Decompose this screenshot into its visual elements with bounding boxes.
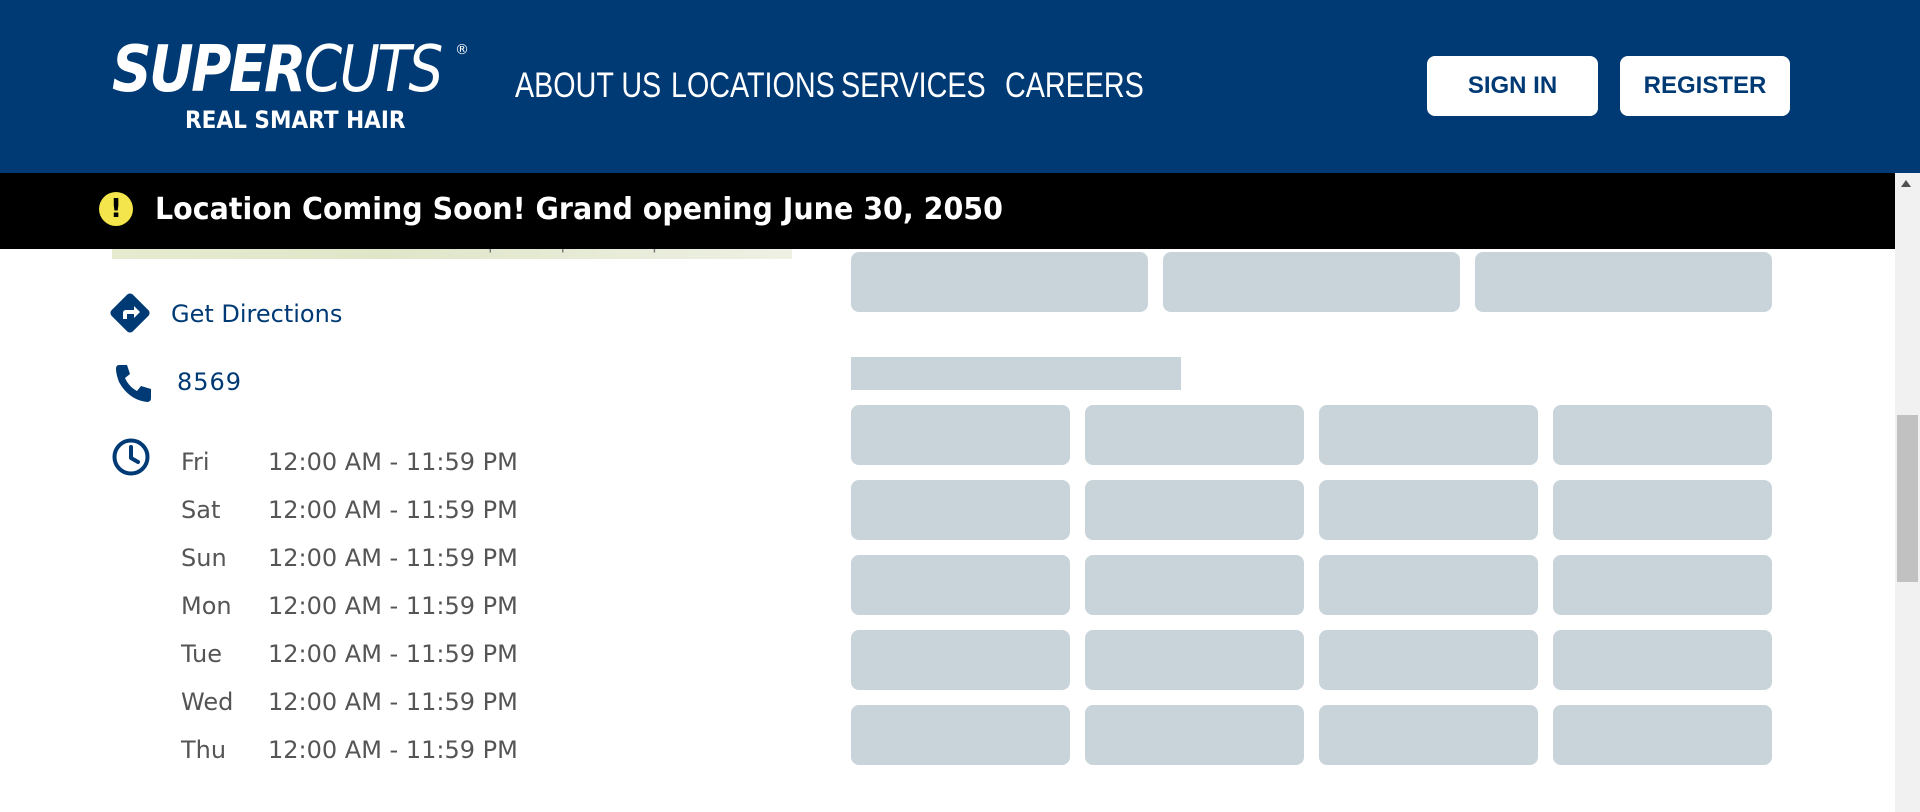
hours-time: 12:00 AM - 11:59 PM [268,640,518,668]
skeleton-placeholder [1163,252,1460,312]
hours-day: Thu [181,736,227,764]
hours-time: 12:00 AM - 11:59 PM [268,496,518,524]
get-directions-link[interactable]: Get Directions [171,300,343,328]
hours-time: 12:00 AM - 11:59 PM [268,448,518,476]
logo-bold-part: SUPER [112,33,306,107]
registered-mark: ® [455,42,469,58]
skeleton-placeholder [1085,555,1304,615]
clock-icon [112,438,150,476]
supercuts-logo[interactable]: SUPERCUTS ® REAL SMART HAIR [112,38,472,138]
skeleton-placeholder [1475,252,1772,312]
exclamation-icon: ! [99,192,133,226]
directions-icon[interactable] [108,291,152,335]
coming-soon-banner: ! Location Coming Soon! Grand opening Ju… [0,173,1895,249]
hours-day: Fri [181,448,210,476]
skeleton-placeholder [1553,705,1772,765]
hours-time: 12:00 AM - 11:59 PM [268,592,518,620]
map-bottom-edge[interactable] [112,249,792,259]
skeleton-placeholder [1553,630,1772,690]
skeleton-placeholder [851,555,1070,615]
register-button[interactable]: REGISTER [1620,56,1790,116]
skeleton-placeholder [851,252,1148,312]
site-header: SUPERCUTS ® REAL SMART HAIR ABOUT US LOC… [0,0,1920,173]
skeleton-placeholder [1085,630,1304,690]
phone-number[interactable]: 8569 [177,368,243,396]
skeleton-placeholder [1085,480,1304,540]
nav-about-us[interactable]: ABOUT US [515,66,662,105]
skeleton-placeholder [851,405,1070,465]
skeleton-placeholder [851,705,1070,765]
scrollbar-thumb[interactable] [1897,415,1918,582]
hours-time: 12:00 AM - 11:59 PM [268,736,518,764]
hours-day: Sat [181,496,221,524]
hours-day: Sun [181,544,227,572]
hours-day: Tue [181,640,222,668]
sign-in-button[interactable]: SIGN IN [1427,56,1598,116]
skeleton-placeholder [1319,630,1538,690]
skeleton-heading-placeholder [851,357,1181,390]
skeleton-placeholder [1553,480,1772,540]
nav-locations[interactable]: LOCATIONS [671,66,835,105]
hours-day: Mon [181,592,232,620]
skeleton-placeholder [1319,555,1538,615]
logo-tagline: REAL SMART HAIR [185,106,406,134]
nav-services[interactable]: SERVICES [841,66,986,105]
phone-icon [116,365,151,402]
skeleton-placeholder [851,480,1070,540]
nav-careers[interactable]: CAREERS [1005,66,1144,105]
hours-day: Wed [181,688,234,716]
hours-time: 12:00 AM - 11:59 PM [268,688,518,716]
skeleton-placeholder [1319,405,1538,465]
skeleton-placeholder [1553,405,1772,465]
logo-light-part: CUTS [303,33,444,107]
skeleton-placeholder [1085,405,1304,465]
banner-text: Location Coming Soon! Grand opening June… [155,192,1003,227]
skeleton-placeholder [1319,705,1538,765]
skeleton-placeholder [851,630,1070,690]
skeleton-placeholder [1319,480,1538,540]
scroll-up-arrow-icon[interactable] [1901,180,1911,187]
skeleton-placeholder [1553,555,1772,615]
logo-wordmark: SUPERCUTS [112,38,443,102]
skeleton-placeholder [1085,705,1304,765]
hours-time: 12:00 AM - 11:59 PM [268,544,518,572]
